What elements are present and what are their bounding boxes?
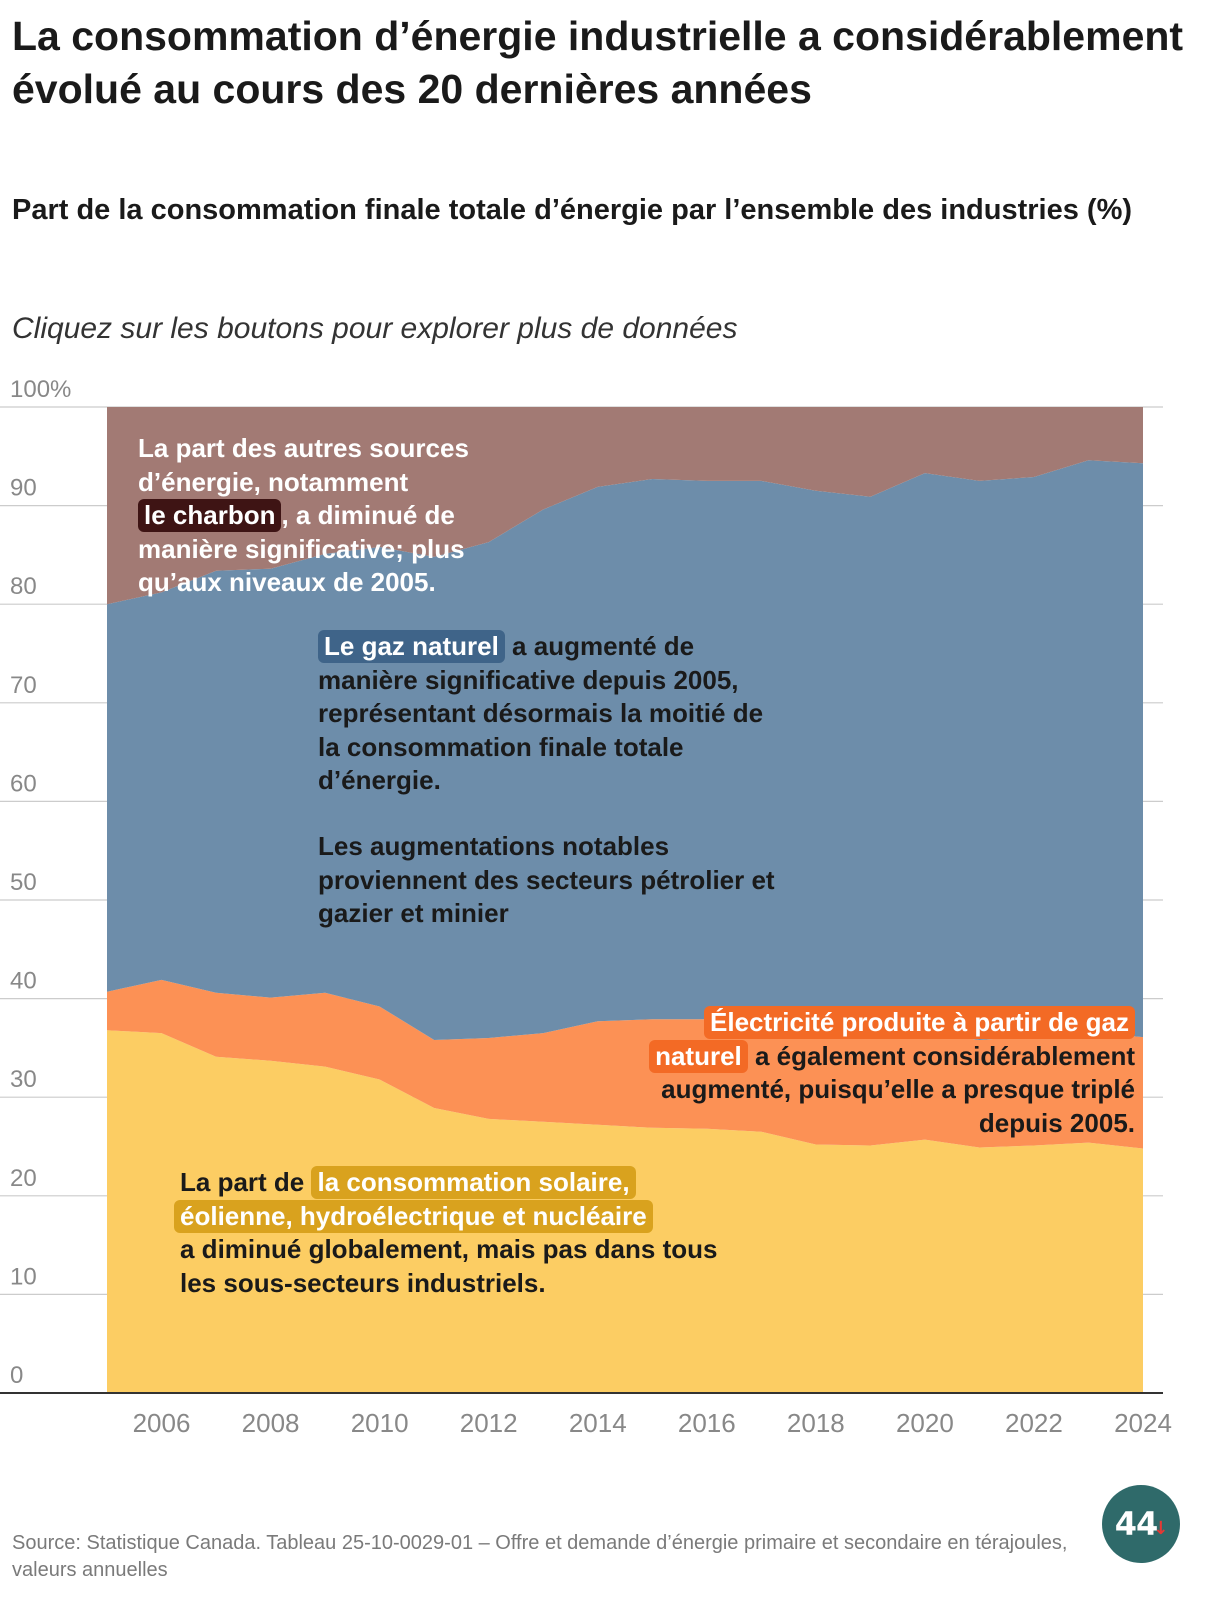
- logo-arrow-icon: ↓: [1153, 1517, 1168, 1539]
- renewables-button-line1[interactable]: la consommation solaire,: [311, 1166, 636, 1199]
- x-tick-label: 2016: [678, 1408, 736, 1438]
- y-tick-label: 70: [10, 672, 37, 699]
- y-tick-label: 50: [10, 869, 37, 896]
- y-tick-label: 60: [10, 770, 37, 797]
- chart-subtitle: Part de la consommation finale totale d’…: [12, 194, 1133, 226]
- area-gas-electricity: [107, 979, 1143, 1149]
- area-other-sources: [107, 407, 1143, 605]
- annotation-gas: Le gaz naturel a augmenté de manière sig…: [318, 630, 788, 931]
- annotation-renewables: La part de la consommation solaire, éoli…: [174, 1166, 740, 1300]
- x-tick-label: 2012: [460, 1408, 518, 1438]
- y-tick-label: 20: [10, 1165, 37, 1192]
- y-tick-label: 40: [10, 968, 37, 995]
- x-tick-label: 2006: [133, 1408, 191, 1438]
- annotation-coal: La part des autres sources d’énergie, no…: [138, 432, 528, 600]
- x-tick-label: 2022: [1005, 1408, 1063, 1438]
- brand-logo: 44 ↓: [1102, 1485, 1180, 1563]
- logo-text: 44: [1114, 1505, 1159, 1543]
- y-tick-label: 80: [10, 573, 37, 600]
- annotation-electricity: Électricité produite à partir de gaz nat…: [630, 1006, 1135, 1140]
- x-tick-label: 2008: [242, 1408, 300, 1438]
- annotation-renewables-after: a diminué globalement, mais pas dans tou…: [180, 1234, 718, 1298]
- annotation-gas-para2: Les augmentations notables proviennent d…: [318, 830, 775, 929]
- instruction-text: Cliquez sur les boutons pour explorer pl…: [12, 312, 738, 345]
- y-tick-label: 100%: [10, 376, 71, 403]
- annotation-renewables-before: La part de: [180, 1167, 305, 1197]
- y-tick-label: 0: [10, 1362, 23, 1389]
- y-tick-label: 30: [10, 1066, 37, 1093]
- annotation-coal-before: La part des autres sources d’énergie, no…: [138, 433, 469, 497]
- x-tick-label: 2020: [896, 1408, 954, 1438]
- gas-electricity-button-line2[interactable]: naturel: [649, 1039, 748, 1073]
- x-tick-label: 2024: [1114, 1408, 1172, 1438]
- coal-button[interactable]: le charbon: [138, 499, 282, 533]
- source-note: Source: Statistique Canada. Tableau 25-1…: [12, 1532, 1068, 1581]
- y-tick-label: 90: [10, 475, 37, 502]
- renewables-button-line2[interactable]: éolienne, hydroélectrique et nucléaire: [174, 1199, 653, 1233]
- x-tick-label: 2018: [787, 1408, 845, 1438]
- annotation-coal-after: , a diminué de manière significative; pl…: [138, 500, 465, 598]
- natural-gas-button[interactable]: Le gaz naturel: [318, 630, 505, 663]
- page-title: La consommation d’énergie industrielle a…: [12, 13, 1184, 112]
- x-tick-label: 2014: [569, 1408, 627, 1438]
- y-tick-label: 10: [10, 1263, 37, 1290]
- area-natural-gas: [107, 460, 1143, 1040]
- gas-electricity-button-line1[interactable]: Électricité produite à partir de gaz: [704, 1006, 1135, 1039]
- x-tick-label: 2010: [351, 1408, 409, 1438]
- annotation-electricity-after: a également considérablement augmenté, p…: [661, 1040, 1135, 1138]
- annotation-gas-after: a augmenté de manière significative depu…: [318, 631, 764, 796]
